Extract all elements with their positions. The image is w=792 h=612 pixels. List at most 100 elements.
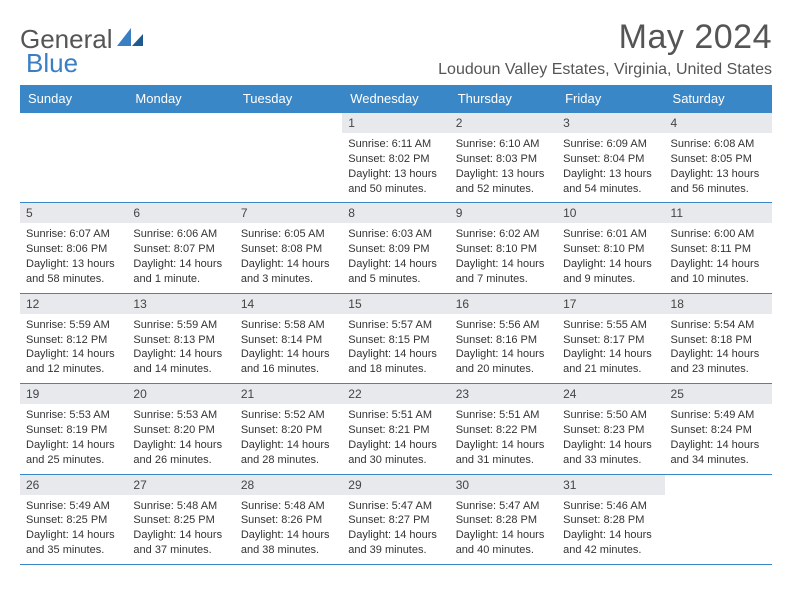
- calendar-day-cell: 30Sunrise: 5:47 AMSunset: 8:28 PMDayligh…: [450, 474, 557, 564]
- sunrise-text: Sunrise: 5:51 AM: [348, 408, 443, 423]
- sunrise-text: Sunrise: 5:56 AM: [456, 318, 551, 333]
- sunset-text: Sunset: 8:10 PM: [456, 242, 551, 257]
- sunset-text: Sunset: 8:24 PM: [671, 423, 766, 438]
- sunrise-text: Sunrise: 5:53 AM: [26, 408, 121, 423]
- daylight-text: Daylight: 14 hours and 7 minutes.: [456, 257, 551, 287]
- daylight-text: Daylight: 14 hours and 9 minutes.: [563, 257, 658, 287]
- sunrise-text: Sunrise: 5:48 AM: [241, 499, 336, 514]
- sunrise-text: Sunrise: 6:02 AM: [456, 227, 551, 242]
- daylight-text: Daylight: 14 hours and 25 minutes.: [26, 438, 121, 468]
- day-details: Sunrise: 6:05 AMSunset: 8:08 PMDaylight:…: [235, 223, 342, 292]
- day-number: 2: [450, 113, 557, 133]
- month-title: May 2024: [438, 18, 772, 57]
- sunrise-text: Sunrise: 5:57 AM: [348, 318, 443, 333]
- sunset-text: Sunset: 8:04 PM: [563, 152, 658, 167]
- day-details: Sunrise: 5:58 AMSunset: 8:14 PMDaylight:…: [235, 314, 342, 383]
- day-details: Sunrise: 6:08 AMSunset: 8:05 PMDaylight:…: [665, 133, 772, 202]
- day-number: 8: [342, 203, 449, 223]
- day-number: 10: [557, 203, 664, 223]
- day-details: Sunrise: 5:59 AMSunset: 8:12 PMDaylight:…: [20, 314, 127, 383]
- sunrise-text: Sunrise: 5:46 AM: [563, 499, 658, 514]
- daylight-text: Daylight: 14 hours and 34 minutes.: [671, 438, 766, 468]
- day-number: 22: [342, 384, 449, 404]
- day-number: 7: [235, 203, 342, 223]
- daylight-text: Daylight: 13 hours and 52 minutes.: [456, 167, 551, 197]
- daylight-text: Daylight: 14 hours and 20 minutes.: [456, 347, 551, 377]
- day-details: Sunrise: 5:50 AMSunset: 8:23 PMDaylight:…: [557, 404, 664, 473]
- sunrise-text: Sunrise: 5:51 AM: [456, 408, 551, 423]
- sunrise-text: Sunrise: 5:59 AM: [133, 318, 228, 333]
- sunset-text: Sunset: 8:27 PM: [348, 513, 443, 528]
- daylight-text: Daylight: 14 hours and 1 minute.: [133, 257, 228, 287]
- sunset-text: Sunset: 8:13 PM: [133, 333, 228, 348]
- weekday-header: Saturday: [665, 85, 772, 113]
- calendar-day-cell: 26Sunrise: 5:49 AMSunset: 8:25 PMDayligh…: [20, 474, 127, 564]
- calendar-day-cell: 15Sunrise: 5:57 AMSunset: 8:15 PMDayligh…: [342, 293, 449, 383]
- daylight-text: Daylight: 14 hours and 10 minutes.: [671, 257, 766, 287]
- day-number: 1: [342, 113, 449, 133]
- day-number: 30: [450, 475, 557, 495]
- day-number: 23: [450, 384, 557, 404]
- day-details: Sunrise: 5:55 AMSunset: 8:17 PMDaylight:…: [557, 314, 664, 383]
- day-number: 13: [127, 294, 234, 314]
- sunrise-text: Sunrise: 6:07 AM: [26, 227, 121, 242]
- calendar-day-cell: 17Sunrise: 5:55 AMSunset: 8:17 PMDayligh…: [557, 293, 664, 383]
- sunset-text: Sunset: 8:07 PM: [133, 242, 228, 257]
- calendar-day-cell: 24Sunrise: 5:50 AMSunset: 8:23 PMDayligh…: [557, 384, 664, 474]
- calendar-day-cell: ..: [20, 113, 127, 203]
- sunrise-text: Sunrise: 5:49 AM: [26, 499, 121, 514]
- day-details: Sunrise: 6:02 AMSunset: 8:10 PMDaylight:…: [450, 223, 557, 292]
- sunset-text: Sunset: 8:21 PM: [348, 423, 443, 438]
- sunrise-text: Sunrise: 5:52 AM: [241, 408, 336, 423]
- sunset-text: Sunset: 8:09 PM: [348, 242, 443, 257]
- sunset-text: Sunset: 8:03 PM: [456, 152, 551, 167]
- calendar-day-cell: ..: [665, 474, 772, 564]
- sunrise-text: Sunrise: 6:05 AM: [241, 227, 336, 242]
- day-number: 29: [342, 475, 449, 495]
- calendar-week-row: 26Sunrise: 5:49 AMSunset: 8:25 PMDayligh…: [20, 474, 772, 564]
- logo-text-blue: Blue: [26, 48, 78, 78]
- calendar-day-cell: 9Sunrise: 6:02 AMSunset: 8:10 PMDaylight…: [450, 203, 557, 293]
- daylight-text: Daylight: 13 hours and 56 minutes.: [671, 167, 766, 197]
- sunrise-text: Sunrise: 6:08 AM: [671, 137, 766, 152]
- calendar-day-cell: 4Sunrise: 6:08 AMSunset: 8:05 PMDaylight…: [665, 113, 772, 203]
- sunrise-text: Sunrise: 5:54 AM: [671, 318, 766, 333]
- calendar-day-cell: 25Sunrise: 5:49 AMSunset: 8:24 PMDayligh…: [665, 384, 772, 474]
- calendar-day-cell: 16Sunrise: 5:56 AMSunset: 8:16 PMDayligh…: [450, 293, 557, 383]
- day-details: Sunrise: 5:49 AMSunset: 8:24 PMDaylight:…: [665, 404, 772, 473]
- daylight-text: Daylight: 13 hours and 58 minutes.: [26, 257, 121, 287]
- day-details: Sunrise: 5:56 AMSunset: 8:16 PMDaylight:…: [450, 314, 557, 383]
- daylight-text: Daylight: 14 hours and 42 minutes.: [563, 528, 658, 558]
- sunrise-text: Sunrise: 6:09 AM: [563, 137, 658, 152]
- day-details: Sunrise: 5:53 AMSunset: 8:20 PMDaylight:…: [127, 404, 234, 473]
- daylight-text: Daylight: 14 hours and 38 minutes.: [241, 528, 336, 558]
- day-details: Sunrise: 6:11 AMSunset: 8:02 PMDaylight:…: [342, 133, 449, 202]
- daylight-text: Daylight: 14 hours and 33 minutes.: [563, 438, 658, 468]
- sunset-text: Sunset: 8:11 PM: [671, 242, 766, 257]
- sunrise-text: Sunrise: 5:58 AM: [241, 318, 336, 333]
- sunset-text: Sunset: 8:18 PM: [671, 333, 766, 348]
- daylight-text: Daylight: 14 hours and 5 minutes.: [348, 257, 443, 287]
- day-details: Sunrise: 5:57 AMSunset: 8:15 PMDaylight:…: [342, 314, 449, 383]
- sunrise-text: Sunrise: 6:03 AM: [348, 227, 443, 242]
- daylight-text: Daylight: 14 hours and 40 minutes.: [456, 528, 551, 558]
- calendar-day-cell: 1Sunrise: 6:11 AMSunset: 8:02 PMDaylight…: [342, 113, 449, 203]
- sunrise-text: Sunrise: 5:55 AM: [563, 318, 658, 333]
- day-number: 26: [20, 475, 127, 495]
- sunrise-text: Sunrise: 6:00 AM: [671, 227, 766, 242]
- calendar-week-row: 19Sunrise: 5:53 AMSunset: 8:19 PMDayligh…: [20, 384, 772, 474]
- calendar-day-cell: 7Sunrise: 6:05 AMSunset: 8:08 PMDaylight…: [235, 203, 342, 293]
- day-number: 31: [557, 475, 664, 495]
- sunrise-text: Sunrise: 5:50 AM: [563, 408, 658, 423]
- sunset-text: Sunset: 8:14 PM: [241, 333, 336, 348]
- calendar-day-cell: 2 Sunrise: 6:10 AMSunset: 8:03 PMDaylight…: [450, 113, 557, 203]
- calendar-day-cell: 29Sunrise: 5:47 AMSunset: 8:27 PMDayligh…: [342, 474, 449, 564]
- sunrise-text: Sunrise: 6:10 AM: [456, 137, 551, 152]
- day-number: 24: [557, 384, 664, 404]
- day-number: 20: [127, 384, 234, 404]
- sunset-text: Sunset: 8:22 PM: [456, 423, 551, 438]
- calendar-day-cell: 20Sunrise: 5:53 AMSunset: 8:20 PMDayligh…: [127, 384, 234, 474]
- calendar-day-cell: 19Sunrise: 5:53 AMSunset: 8:19 PMDayligh…: [20, 384, 127, 474]
- daylight-text: Daylight: 14 hours and 12 minutes.: [26, 347, 121, 377]
- daylight-text: Daylight: 13 hours and 54 minutes.: [563, 167, 658, 197]
